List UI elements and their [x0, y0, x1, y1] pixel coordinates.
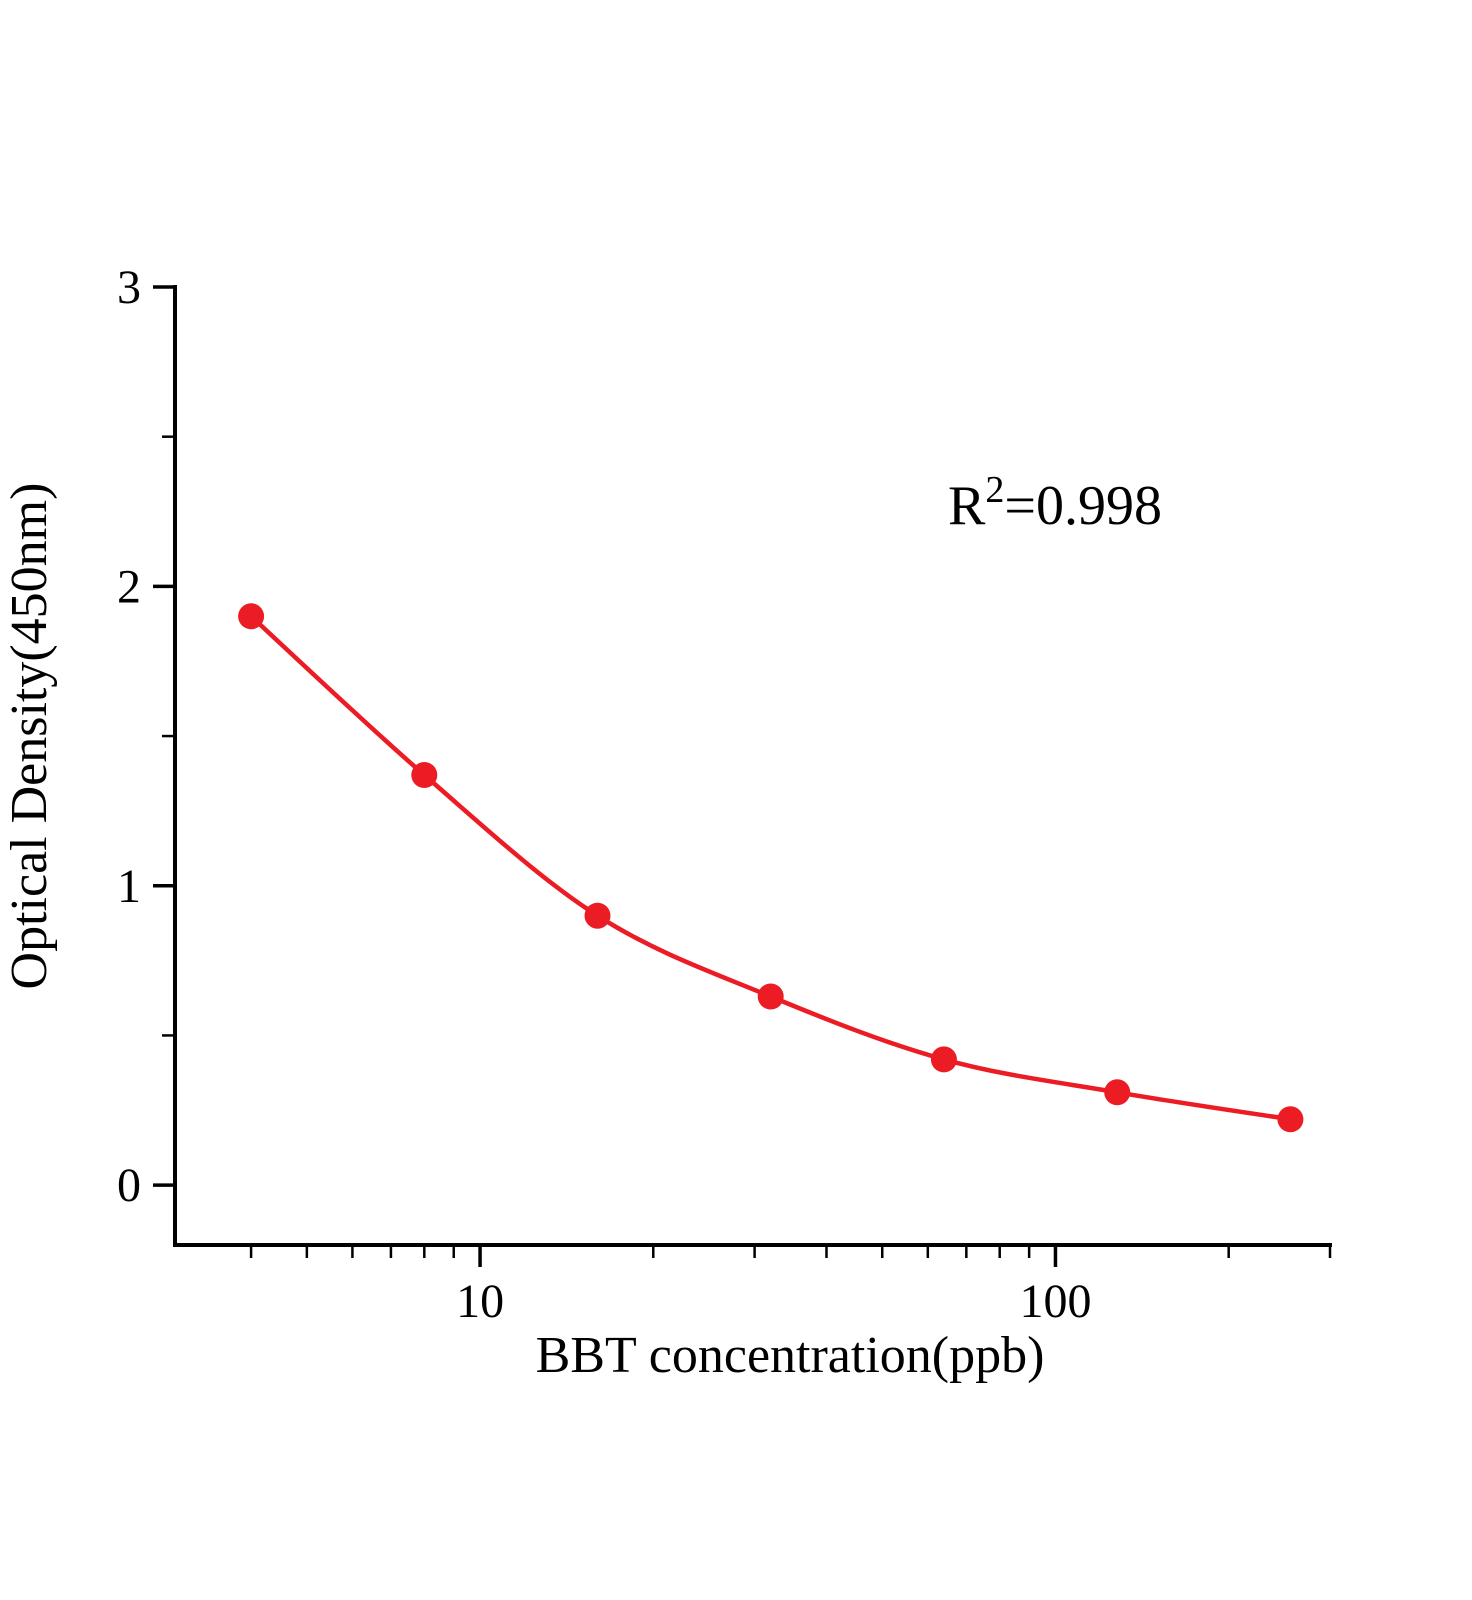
axis-spine — [173, 285, 1332, 1247]
fit-curve — [248, 614, 1293, 1122]
axes: 0 1 2 3 10 100 — [117, 261, 1332, 1328]
data-point-4 — [930, 1046, 957, 1073]
r-squared-annotation: R2=0.998 — [948, 469, 1162, 537]
y-tick-label: 3 — [117, 261, 141, 314]
x-tick-label: 10 — [456, 1275, 504, 1328]
r-squared-base: R — [948, 475, 986, 537]
data-point-3 — [757, 983, 784, 1010]
x-axis-title: BBT concentration(ppb) — [536, 1327, 1045, 1384]
y-axis-title: Optical Density(450nm) — [1, 483, 58, 990]
r-squared-value: =0.998 — [1004, 475, 1162, 537]
y-tick-label: 1 — [117, 860, 141, 913]
data-point-6 — [1277, 1106, 1304, 1133]
data-series — [238, 603, 1304, 1133]
data-point-1 — [411, 762, 438, 788]
y-tick-label: 0 — [117, 1159, 141, 1212]
data-point-0 — [238, 603, 265, 630]
data-point-5 — [1104, 1079, 1131, 1106]
x-tick-label: 100 — [1019, 1275, 1091, 1328]
r-squared-exponent: 2 — [985, 469, 1004, 511]
data-point-2 — [584, 902, 611, 929]
y-tick-label: 2 — [117, 560, 141, 613]
